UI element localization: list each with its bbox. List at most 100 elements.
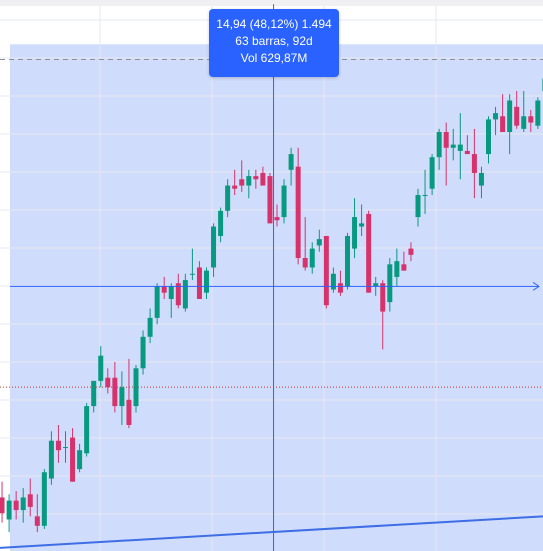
candle bbox=[323, 235, 329, 309]
candle-body bbox=[34, 516, 40, 526]
candle-body bbox=[302, 258, 308, 268]
candle bbox=[253, 169, 259, 189]
candle-body bbox=[330, 273, 336, 290]
candle bbox=[161, 276, 167, 299]
candle-body bbox=[436, 132, 442, 158]
candle-body bbox=[13, 500, 19, 511]
candle bbox=[535, 97, 541, 129]
candle bbox=[337, 270, 343, 296]
candle-body bbox=[189, 273, 195, 275]
candle bbox=[91, 380, 97, 413]
candle bbox=[48, 431, 54, 485]
candle-body bbox=[422, 195, 428, 197]
candle-body bbox=[91, 380, 97, 407]
candles bbox=[0, 78, 543, 533]
candle-body bbox=[239, 179, 245, 186]
candle bbox=[105, 368, 111, 394]
candle bbox=[98, 346, 104, 388]
candle-body bbox=[323, 235, 329, 306]
candle-body bbox=[105, 377, 111, 388]
candle bbox=[218, 207, 224, 243]
candle bbox=[450, 128, 456, 161]
candle-body bbox=[309, 248, 315, 268]
candle bbox=[521, 91, 527, 133]
candle bbox=[211, 223, 217, 277]
candle-body bbox=[0, 497, 5, 514]
candle bbox=[55, 424, 61, 463]
candle bbox=[366, 210, 372, 293]
candle bbox=[274, 204, 280, 227]
candle-body bbox=[288, 154, 294, 170]
candle-body bbox=[457, 144, 463, 151]
candle-body bbox=[175, 283, 181, 306]
candle bbox=[260, 166, 266, 186]
candle-body bbox=[478, 172, 484, 186]
candle-body bbox=[48, 440, 54, 479]
candle-body bbox=[443, 132, 449, 148]
candle-body bbox=[507, 100, 513, 133]
candle-body bbox=[366, 213, 372, 293]
candle-body bbox=[500, 116, 506, 133]
candle bbox=[182, 273, 188, 312]
candle bbox=[126, 358, 132, 429]
candle bbox=[478, 166, 484, 199]
candle-body bbox=[154, 286, 160, 318]
candle-body bbox=[168, 286, 174, 299]
candle-body bbox=[337, 283, 343, 293]
measure-tooltip: 14,94 (48,12%) 1.494 63 barras, 92d Vol … bbox=[209, 9, 339, 77]
candle-body bbox=[267, 176, 273, 224]
candle bbox=[119, 371, 125, 425]
candle-body bbox=[218, 210, 224, 236]
candle-body bbox=[401, 264, 407, 271]
candle bbox=[295, 147, 301, 265]
candle bbox=[514, 91, 520, 129]
candle bbox=[288, 147, 294, 186]
measure-range-area[interactable] bbox=[10, 44, 543, 551]
trend-line[interactable] bbox=[0, 515, 543, 549]
candle bbox=[316, 229, 322, 252]
candle bbox=[196, 261, 202, 299]
candle-body bbox=[126, 399, 132, 425]
candle bbox=[464, 135, 470, 155]
candle bbox=[330, 267, 336, 293]
candle bbox=[471, 128, 477, 199]
candle bbox=[246, 169, 252, 199]
candle-body bbox=[147, 317, 153, 337]
candle-body bbox=[274, 217, 280, 221]
candle-body bbox=[345, 235, 350, 287]
top-toolbar-strip bbox=[0, 0, 543, 6]
candle-body bbox=[493, 113, 499, 120]
candle bbox=[457, 113, 463, 180]
candle bbox=[63, 431, 68, 463]
candle-body bbox=[27, 494, 33, 507]
candle-body bbox=[486, 119, 491, 155]
candle-body bbox=[77, 450, 83, 470]
candle bbox=[41, 469, 47, 529]
candle-body bbox=[211, 226, 217, 268]
candle bbox=[429, 154, 435, 196]
candle bbox=[486, 116, 491, 164]
candle-body bbox=[528, 116, 534, 123]
candle-body bbox=[394, 261, 400, 277]
candle bbox=[387, 258, 393, 312]
candle bbox=[225, 179, 231, 218]
candle bbox=[394, 248, 400, 287]
candle-body bbox=[295, 166, 301, 259]
candle bbox=[112, 361, 118, 413]
candle-body bbox=[55, 440, 61, 451]
candle bbox=[239, 160, 245, 192]
candle bbox=[380, 280, 386, 350]
candle-body bbox=[471, 154, 477, 173]
candle-body bbox=[196, 267, 202, 299]
candle bbox=[154, 283, 160, 325]
candle-body bbox=[140, 336, 146, 369]
candle bbox=[147, 308, 153, 344]
candle-body bbox=[63, 447, 68, 449]
candle bbox=[302, 217, 308, 271]
candle bbox=[309, 242, 315, 274]
candle-body bbox=[6, 500, 12, 520]
candle-body bbox=[133, 368, 139, 407]
candle bbox=[189, 248, 195, 281]
